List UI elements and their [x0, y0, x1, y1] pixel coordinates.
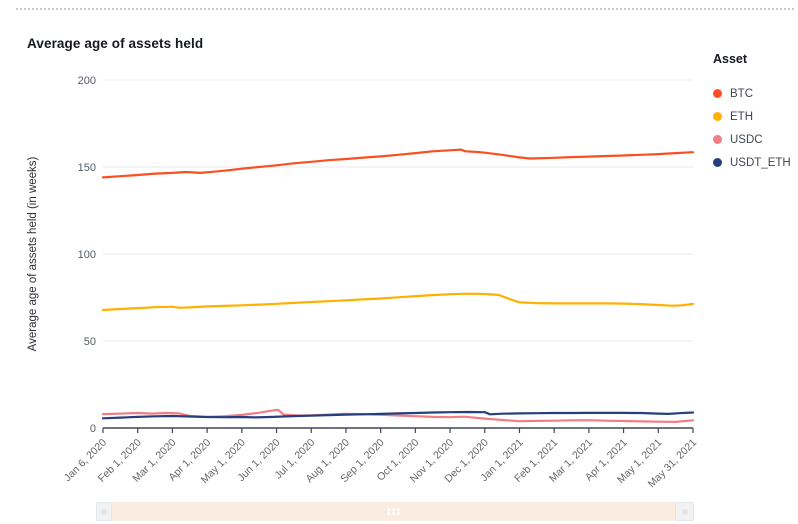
y-tick-label: 50 [84, 336, 96, 348]
widget-top-dotted-divider [16, 8, 794, 10]
y-tick-label: 150 [78, 162, 96, 174]
legend-color-dot [713, 112, 722, 121]
y-tick-label: 0 [90, 423, 96, 435]
legend-item-usdc[interactable]: USDC [713, 128, 797, 151]
chart-title: Average age of assets held [27, 36, 204, 51]
slider-handle-nub [681, 508, 688, 515]
legend-item-eth[interactable]: ETH [713, 105, 797, 128]
slider-left-handle[interactable] [96, 502, 112, 521]
legend-color-dot [713, 89, 722, 98]
legend-item-label: ETH [730, 110, 753, 123]
series-line-usdt_eth[interactable] [101, 410, 695, 420]
legend-color-dot [713, 158, 722, 167]
series-line-eth[interactable] [101, 292, 695, 312]
legend-item-label: USDC [730, 133, 763, 146]
legend-title: Asset [713, 52, 748, 66]
legend-item-label: USDT_ETH [730, 156, 791, 169]
slider-grip-icon[interactable] [387, 508, 400, 515]
legend-item-label: BTC [730, 87, 753, 100]
slider-right-handle[interactable] [675, 502, 694, 521]
series-line-btc[interactable] [101, 148, 695, 179]
y-tick-label: 100 [78, 249, 96, 261]
y-axis-title: Average age of assets held (in weeks) [27, 156, 39, 351]
slider-handle-nub [101, 508, 107, 515]
y-tick-label: 200 [78, 75, 96, 87]
legend-color-dot [713, 135, 722, 144]
time-range-slider [0, 502, 798, 522]
legend: Asset BTC ETH USDC USDT_ETH [713, 52, 797, 174]
legend-item-btc[interactable]: BTC [713, 82, 797, 105]
legend-item-usdt_eth[interactable]: USDT_ETH [713, 151, 797, 174]
slider-track[interactable] [112, 502, 675, 521]
legend-items: BTC ETH USDC USDT_ETH [713, 82, 797, 174]
